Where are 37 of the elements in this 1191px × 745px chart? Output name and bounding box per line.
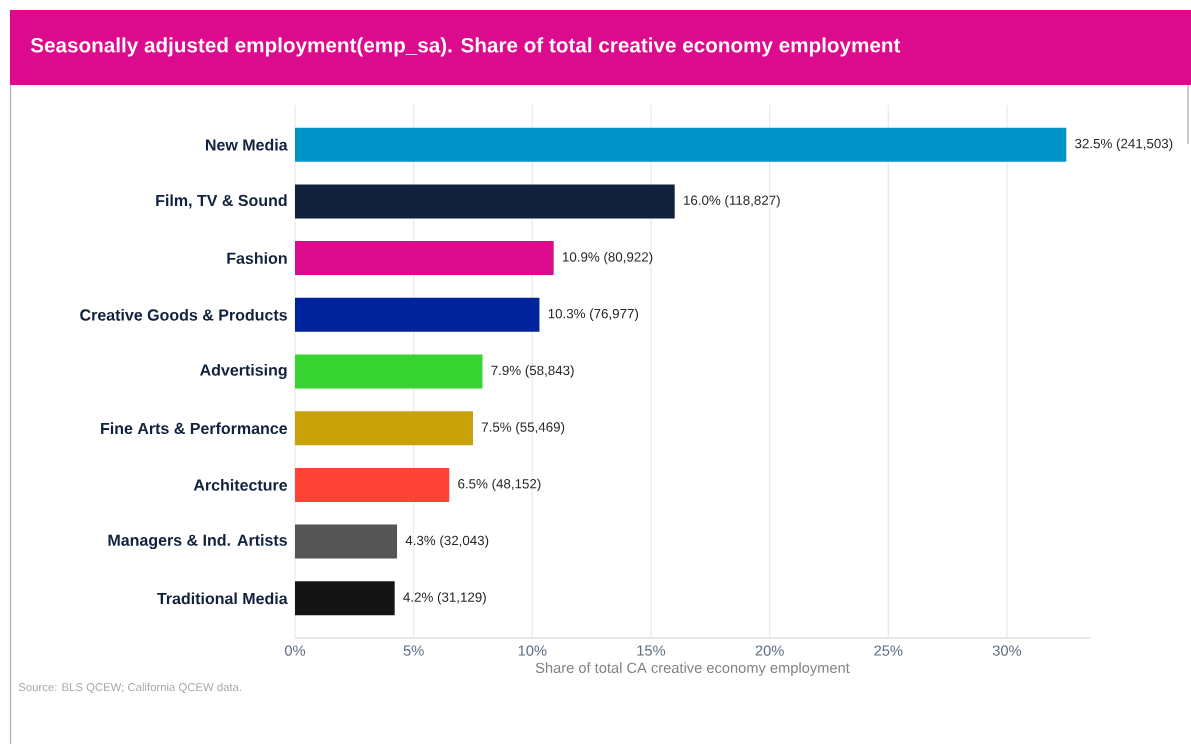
x-tick-label: 30%	[992, 645, 1022, 656]
x-tick-label: 5%	[403, 645, 424, 656]
data-label: 10.3% (76,977)	[548, 308, 639, 322]
y-tick-label: Managers & Ind. Artists	[108, 534, 287, 550]
data-label: 32.5% (241,503)	[1075, 138, 1173, 152]
x-tick-label: 25%	[874, 645, 903, 656]
bar	[295, 127, 1067, 162]
data-label: 6.5% (48,152)	[458, 478, 541, 492]
data-label: 7.9% (58,843)	[491, 365, 574, 378]
y-tick-label: Fashion	[227, 252, 287, 265]
bar	[295, 241, 554, 276]
y-tick-label: Fine Arts & Performance	[101, 422, 288, 435]
bar	[295, 297, 540, 332]
source-note: Source: BLS QCEW; California QCEW data.	[18, 682, 242, 694]
bar	[295, 468, 450, 503]
y-tick-label: Architecture	[193, 479, 288, 491]
chart-title: Seasonally adjusted employment(emp_sa). Share of total creative economy employment	[30, 37, 901, 57]
x-axis-title: Share of total CA creative economy employment	[535, 662, 850, 677]
data-label: 4.2% (31,129)	[403, 592, 486, 605]
bar	[295, 411, 473, 446]
y-tick-label: New Media	[206, 139, 288, 151]
x-tick-label: 0%	[284, 645, 306, 656]
y-tick-label: Advertising	[200, 364, 287, 380]
bar	[295, 184, 675, 219]
data-label: 7.5% (55,469)	[481, 422, 565, 435]
x-tick-label: 20%	[755, 645, 784, 656]
y-tick-label: Creative Goods & Products	[80, 309, 287, 321]
x-tick-label: 10%	[518, 645, 547, 656]
data-label: 4.3% (32,043)	[405, 535, 489, 548]
bar	[295, 524, 398, 559]
bar	[295, 354, 483, 389]
y-tick-label: Traditional Media	[157, 592, 288, 605]
x-tick-label: 15%	[637, 645, 666, 656]
data-label: 16.0% (118,827)	[684, 195, 780, 208]
bar	[295, 581, 395, 616]
data-label: 10.9% (80,922)	[562, 252, 653, 265]
y-tick-label: Film, TV & Sound	[156, 194, 287, 209]
